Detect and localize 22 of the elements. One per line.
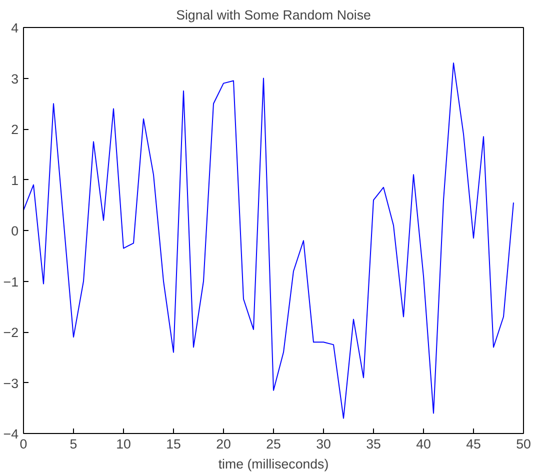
y-tick-label: −4: [3, 426, 20, 442]
x-axis-title: time (milliseconds): [218, 456, 329, 472]
x-tick-label: 5: [70, 436, 78, 452]
y-tick-label: −1: [3, 274, 19, 290]
line-series: [24, 62, 514, 419]
x-tick-label: 45: [466, 436, 481, 452]
x-tick-label: 20: [216, 436, 231, 452]
x-tick-label: 30: [316, 436, 331, 452]
x-tick-label: 10: [116, 436, 131, 452]
x-tick-label: 35: [366, 436, 381, 452]
x-tick-label: 40: [416, 436, 431, 452]
chart-title: Signal with Some Random Noise: [176, 8, 371, 22]
y-tick-label: −2: [3, 325, 19, 340]
x-tick-label: 25: [266, 436, 281, 452]
y-tick-label: 0: [11, 224, 19, 238]
y-tick-label: −3: [3, 376, 19, 391]
y-tick-label: 2: [11, 122, 19, 137]
y-tick-label: 3: [11, 71, 19, 86]
y-tick-label: 4: [11, 20, 20, 36]
x-tick-label: 50: [516, 436, 531, 452]
x-tick-label: 15: [166, 436, 181, 452]
y-tick-label: 1: [11, 172, 19, 188]
